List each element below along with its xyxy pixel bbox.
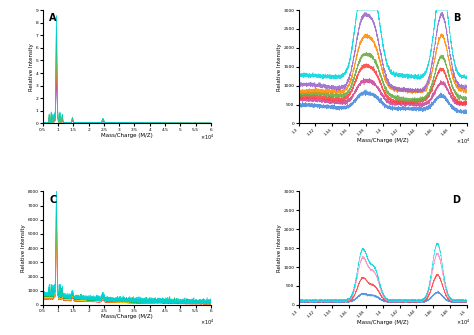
Text: $\times10^4$: $\times10^4$ (200, 318, 214, 327)
Y-axis label: Relative Intensity: Relative Intensity (29, 43, 34, 90)
Text: C: C (49, 195, 57, 205)
Text: B: B (453, 13, 460, 23)
Y-axis label: Relative Intensity: Relative Intensity (277, 224, 282, 272)
X-axis label: Mass/Charge (M/Z): Mass/Charge (M/Z) (357, 320, 409, 325)
X-axis label: Mass/Charge (M/Z): Mass/Charge (M/Z) (101, 133, 153, 138)
Y-axis label: Relative Intensity: Relative Intensity (21, 224, 26, 272)
Text: $\times10^4$: $\times10^4$ (200, 132, 214, 141)
Text: A: A (49, 13, 57, 23)
X-axis label: Mass/Charge (M/Z): Mass/Charge (M/Z) (101, 315, 153, 319)
Text: $\times10^4$: $\times10^4$ (456, 137, 470, 146)
Y-axis label: Relative Intensity: Relative Intensity (277, 43, 282, 90)
Text: D: D (452, 195, 460, 205)
X-axis label: Mass/Charge (M/Z): Mass/Charge (M/Z) (357, 138, 409, 143)
Text: $\times10^4$: $\times10^4$ (456, 318, 470, 327)
